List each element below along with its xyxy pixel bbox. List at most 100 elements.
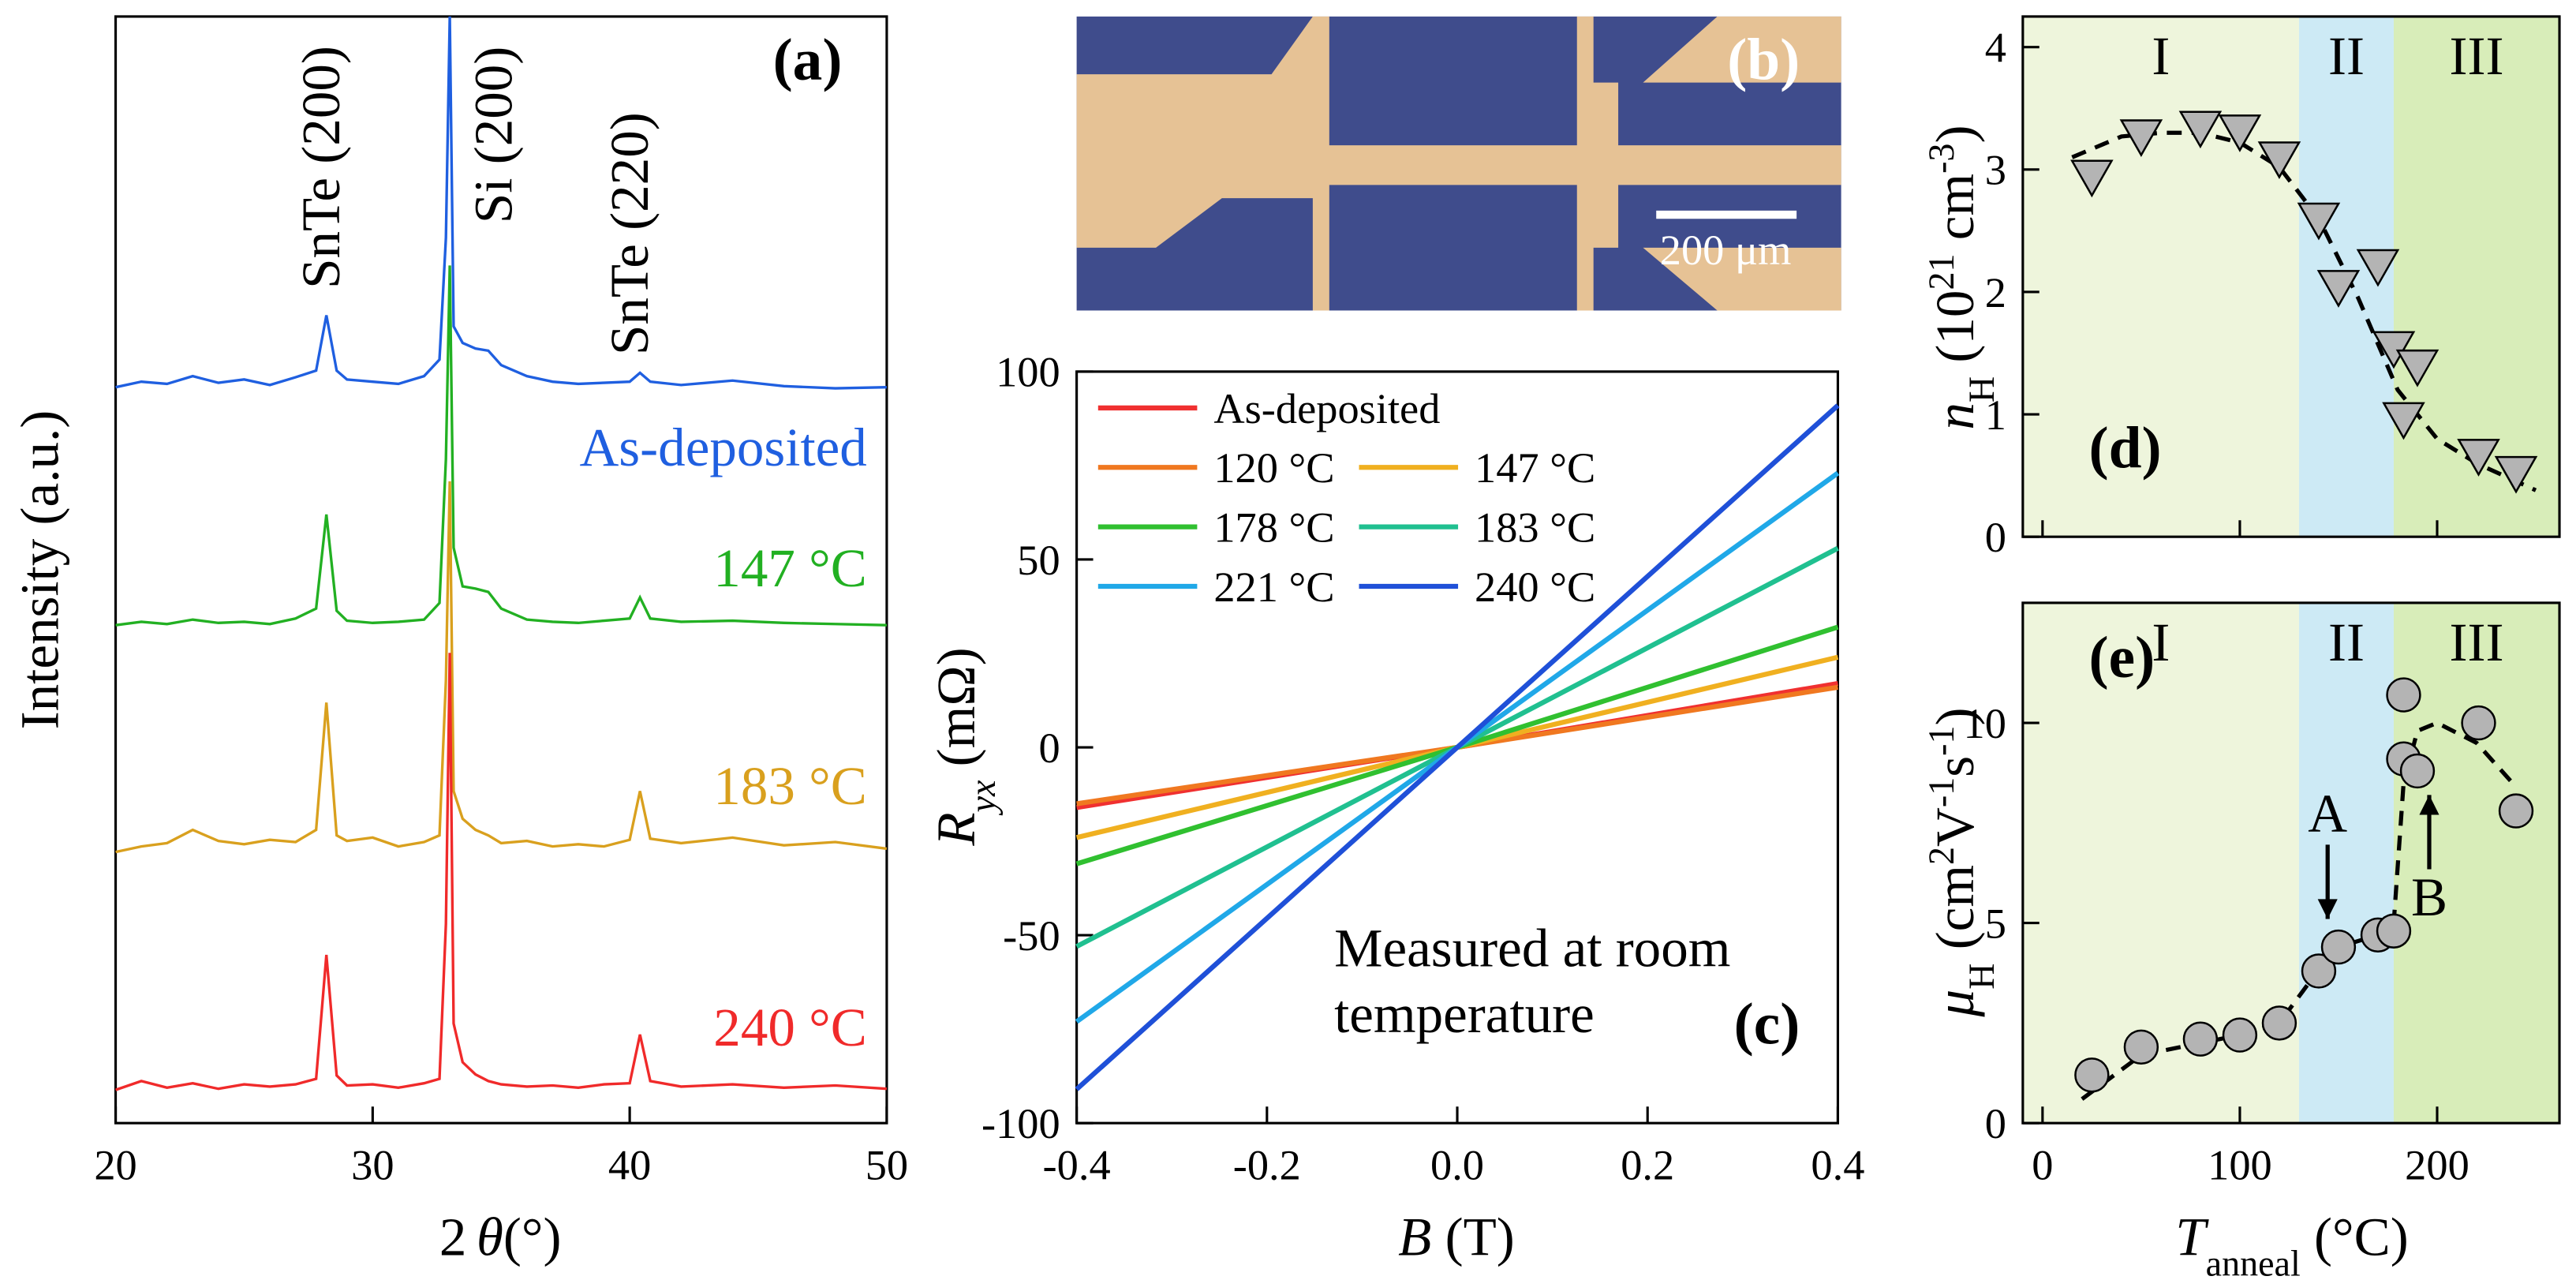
y-axis-label: Intensity (a.u.)	[9, 410, 69, 730]
point	[2395, 349, 2440, 387]
legend-label: 221 °C	[1213, 563, 1334, 611]
arrow-head	[2317, 899, 2338, 919]
y-axis-label: μH (cm2V-1s-1)	[1921, 707, 2002, 1017]
y-axis-label: Ryx (mΩ)	[925, 647, 1003, 846]
point	[2320, 929, 2357, 965]
scale-bar-label: 200 μm	[1660, 226, 1792, 274]
y-tick-label: 50	[1017, 537, 1060, 584]
legend-label: As-deposited	[1213, 385, 1440, 432]
y-tick-label: 0	[1985, 1100, 2006, 1147]
y-tick-label: 3	[1985, 147, 2006, 194]
region	[2298, 602, 2394, 1124]
point	[2261, 1005, 2297, 1041]
point	[2316, 270, 2361, 308]
x-tick-label: 200	[2405, 1141, 2469, 1188]
point	[2494, 455, 2538, 494]
y-axis-label: nH (1021 cm-3)	[1921, 125, 2002, 430]
x-axis-label: Tanneal (°C)	[2175, 1207, 2408, 1280]
y-tick-label: -100	[981, 1100, 1060, 1147]
panel: 20 30 40 50 (a) As-deposited 147 °C 183 °C 240 °…	[94, 15, 908, 1188]
x-tick-label: 0.4	[1811, 1141, 1864, 1188]
point	[2257, 141, 2301, 179]
panel-label: (e)	[2089, 625, 2155, 691]
annotation: A	[2308, 783, 2347, 844]
x-tick-label: 0.2	[1621, 1141, 1674, 1188]
axes-frame	[2021, 15, 2561, 538]
peak-label: SnTe (200)	[290, 46, 351, 289]
point	[2070, 159, 2114, 198]
y-tick-label: 2	[1985, 269, 2006, 316]
legend-label: 120 °C	[1213, 444, 1334, 492]
point	[2356, 249, 2400, 287]
series-label: 147 °C	[713, 537, 867, 598]
point	[2297, 202, 2341, 241]
annotation: temperature	[1334, 983, 1595, 1044]
series-label: 240 °C	[713, 997, 867, 1057]
series-line	[115, 481, 888, 854]
point	[2222, 1017, 2258, 1053]
point	[2182, 1021, 2219, 1057]
pad	[1643, 16, 1841, 83]
point	[2399, 753, 2436, 789]
point	[2386, 677, 2421, 713]
region-label: I	[2152, 612, 2170, 672]
y-tick-label: 4	[1985, 24, 2006, 72]
legend-label: 147 °C	[1475, 444, 1595, 492]
panel-label: (c)	[1734, 992, 1800, 1057]
x-tick-label: -0.4	[1043, 1141, 1111, 1188]
region-label: I	[2152, 25, 2170, 86]
peak-label: SnTe (220)	[599, 112, 660, 355]
x-axis-label: B (T)	[1398, 1207, 1515, 1267]
point	[2372, 331, 2416, 369]
region	[2393, 602, 2560, 1124]
y-tick-label: 10	[1964, 700, 2006, 747]
point	[2119, 119, 2163, 158]
point	[2461, 705, 2496, 741]
series-line	[114, 653, 888, 1091]
series-label: 183 °C	[713, 755, 867, 816]
x-tick-label: 0.0	[1430, 1141, 1484, 1188]
point	[2498, 793, 2534, 829]
annotation: B	[2411, 866, 2447, 927]
region-label: III	[2450, 25, 2504, 86]
panel-label: (b)	[1727, 27, 1800, 92]
y-tick-label: 1	[1985, 391, 2006, 439]
series-line	[115, 16, 887, 390]
x-tick-label: 50	[866, 1141, 908, 1188]
legend-label: 240 °C	[1475, 563, 1595, 611]
region-label: II	[2328, 25, 2365, 86]
panel: -0.4 -0.2 0.0 0.2 0.4 -100 -50 0 50 100 (c) As-depo…	[981, 349, 1864, 1189]
hall-bar	[1076, 16, 1841, 311]
region	[2022, 16, 2299, 537]
legend-label: 183 °C	[1475, 503, 1595, 551]
legend-label: 178 °C	[1213, 503, 1334, 551]
point	[2376, 913, 2412, 949]
point	[2301, 953, 2337, 989]
region-label: II	[2328, 612, 2365, 672]
region	[2022, 602, 2299, 1124]
region-label: III	[2450, 612, 2504, 672]
x-tick-label: 20	[94, 1141, 136, 1188]
point	[2178, 110, 2223, 149]
y-tick-label: 0	[1985, 514, 2006, 561]
y-tick-label: -50	[1003, 912, 1060, 960]
x-tick-label: 40	[608, 1141, 651, 1188]
point	[2382, 402, 2425, 440]
pad	[1643, 247, 1841, 311]
point	[2457, 439, 2500, 477]
point	[2074, 1057, 2110, 1093]
point	[2218, 114, 2262, 152]
peak-label: Si (200)	[462, 47, 523, 223]
series-label: As-deposited	[579, 417, 866, 477]
y-tick-label: 100	[996, 349, 1060, 396]
series-line	[115, 265, 887, 627]
series-line	[1075, 403, 1840, 1091]
annotation: Measured at room	[1334, 917, 1730, 978]
x-tick-label: 0	[2032, 1141, 2053, 1188]
arrow-head	[2419, 795, 2440, 815]
panel-label: (a)	[773, 27, 843, 92]
